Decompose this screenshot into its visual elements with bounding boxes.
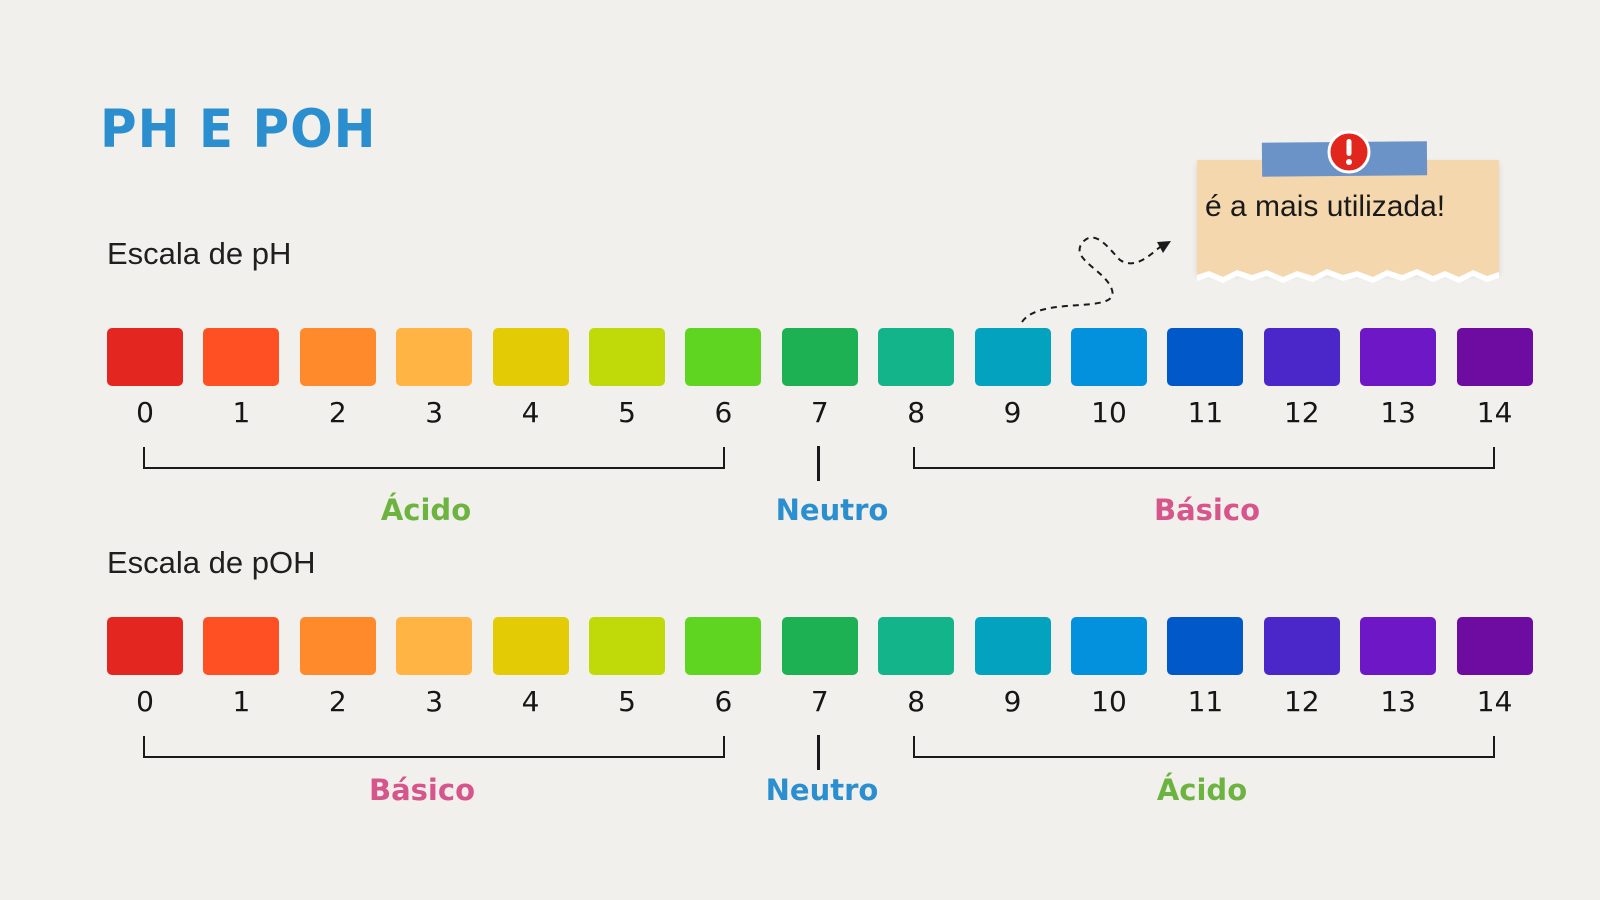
ph-number-9: 9 (1003, 396, 1022, 429)
poh-number-5: 5 (618, 685, 636, 718)
ph-neutral-tick (817, 446, 820, 481)
ph-number-2: 2 (328, 396, 347, 429)
sticky-note (1197, 160, 1499, 272)
poh-basic-label: Básico (369, 773, 475, 807)
poh-number-11: 11 (1187, 685, 1224, 718)
poh-swatch-12 (1263, 617, 1340, 675)
poh-number-3: 3 (425, 685, 444, 718)
ph-swatch-2 (299, 328, 376, 386)
ph-number-8: 8 (907, 396, 926, 429)
poh-swatch-10 (1071, 617, 1147, 675)
poh-number-12: 12 (1283, 685, 1320, 718)
ph-number-10: 10 (1091, 396, 1127, 429)
dashed-arrow-icon (1021, 236, 1171, 323)
poh-number-6: 6 (714, 685, 733, 718)
poh-number-1: 1 (232, 685, 251, 718)
poh-swatch-3 (396, 617, 473, 675)
page-title: PH E POH (100, 98, 377, 160)
poh-scale-label: Escala de pOH (107, 545, 316, 580)
poh-neutral-label: Neutro (765, 773, 879, 807)
poh-swatch-13 (1360, 617, 1437, 675)
ph-swatch-3 (396, 328, 473, 386)
ph-acid-label: Ácido (380, 493, 472, 527)
ph-swatch-13 (1360, 328, 1437, 386)
ph-scale-label: Escala de pH (107, 236, 292, 271)
ph-number-0: 0 (136, 396, 154, 429)
poh-number-14: 14 (1476, 685, 1513, 718)
ph-swatch-7 (781, 328, 858, 386)
ph-neutral-label: Neutro (775, 493, 889, 527)
poh-swatch-8 (878, 617, 955, 675)
ph-swatch-4 (492, 328, 569, 386)
poh-swatch-5 (589, 617, 665, 675)
ph-basic-label: Básico (1154, 493, 1260, 527)
ph-number-11: 11 (1187, 396, 1224, 429)
note-text: é a mais utilizada! (1205, 190, 1446, 223)
ph-number-1: 1 (232, 396, 251, 429)
ph-number-13: 13 (1380, 396, 1416, 429)
ph-number-5: 5 (618, 396, 636, 429)
poh-neutral-tick (817, 735, 820, 770)
poh-basic-bracket (143, 736, 725, 758)
poh-swatch-11 (1167, 617, 1244, 675)
ph-number-4: 4 (521, 396, 540, 429)
poh-number-2: 2 (328, 685, 347, 718)
poh-number-0: 0 (136, 685, 154, 718)
ph-swatch-5 (589, 328, 665, 386)
poh-number-7: 7 (810, 685, 829, 718)
poh-number-8: 8 (907, 685, 926, 718)
poh-swatch-1 (203, 617, 280, 675)
poh-swatch-4 (492, 617, 569, 675)
poh-swatch-6 (685, 617, 762, 675)
poh-acid-label: Ácido (1156, 773, 1248, 807)
ph-swatch-11 (1167, 328, 1244, 386)
poh-swatch-14 (1456, 617, 1533, 675)
poh-swatch-0 (107, 617, 183, 675)
ph-number-14: 14 (1476, 396, 1513, 429)
poh-number-4: 4 (521, 685, 540, 718)
ph-number-12: 12 (1283, 396, 1320, 429)
alert-icon (1327, 130, 1371, 174)
ph-number-6: 6 (714, 396, 733, 429)
ph-number-7: 7 (810, 396, 829, 429)
poh-swatch-2 (299, 617, 376, 675)
ph-swatch-14 (1456, 328, 1533, 386)
poh-number-13: 13 (1380, 685, 1416, 718)
note-torn-edge (1197, 262, 1499, 283)
ph-swatch-9 (974, 328, 1051, 386)
poh-number-10: 10 (1091, 685, 1127, 718)
ph-number-3: 3 (425, 396, 444, 429)
poh-swatch-9 (974, 617, 1051, 675)
poh-acid-bracket (913, 736, 1495, 758)
ph-swatch-12 (1263, 328, 1340, 386)
ph-acid-bracket (143, 447, 725, 469)
ph-swatch-0 (107, 328, 183, 386)
poh-swatch-7 (781, 617, 858, 675)
ph-swatch-10 (1071, 328, 1147, 386)
ph-swatch-1 (203, 328, 280, 386)
poh-number-9: 9 (1003, 685, 1022, 718)
ph-basic-bracket (913, 447, 1495, 469)
ph-swatch-6 (685, 328, 762, 386)
ph-swatch-8 (878, 328, 955, 386)
